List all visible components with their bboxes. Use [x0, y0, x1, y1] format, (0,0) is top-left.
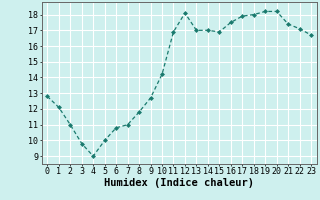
- X-axis label: Humidex (Indice chaleur): Humidex (Indice chaleur): [104, 178, 254, 188]
